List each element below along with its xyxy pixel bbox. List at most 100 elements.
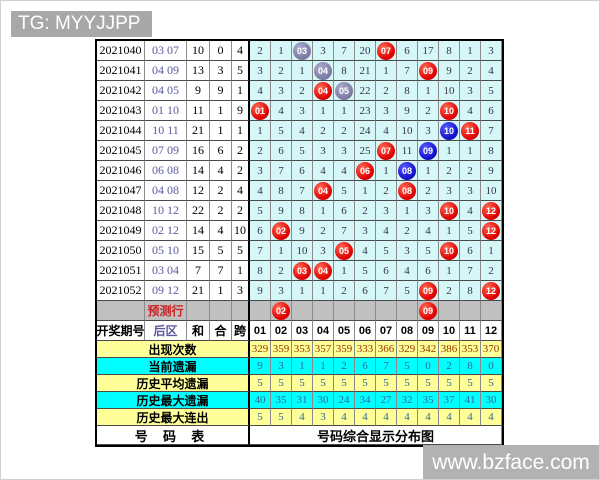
red-ball: 03 xyxy=(293,261,311,280)
grid-cell: 1 xyxy=(292,61,313,81)
period-cell: 2021042 xyxy=(97,81,145,101)
grid-cell: 1 xyxy=(313,281,334,301)
sum-cell: 12 xyxy=(187,181,210,201)
grid-cell xyxy=(292,301,313,321)
grid-cell: 3 xyxy=(313,141,334,161)
grid-cell: 25 xyxy=(355,141,376,161)
span-cell: 5 xyxy=(232,241,250,261)
grid-cell: 10 xyxy=(439,81,460,101)
table-row-2021052: 2021052 09 12 21 1 3 9 3 1 1 2 6 7 5 09 2 8 12 xyxy=(97,281,502,301)
grid-cell: 5 xyxy=(418,241,439,261)
red-ball: 06 xyxy=(356,161,374,180)
sum-cell: 21 xyxy=(187,121,210,141)
stat-value: 0 xyxy=(418,358,439,375)
table-row-2021051: 2021051 03 04 7 7 1 8 2 03 04 1 5 6 4 6 1 7 2 xyxy=(97,261,502,281)
period-cell: 2021044 xyxy=(97,121,145,141)
grid-cell: 7 xyxy=(397,61,418,81)
red-ball: 04 xyxy=(314,81,332,100)
grid-cell: 22 xyxy=(355,81,376,101)
stat-value: 24 xyxy=(334,392,355,409)
stat-value: 5 xyxy=(250,409,271,426)
column-header-row: 开奖期号 后区和合跨 01 02 03 04 05 06 07 08 09 10 11 12 xyxy=(97,321,502,341)
grid-cell: 3 xyxy=(271,281,292,301)
back-numbers-cell: 04 08 xyxy=(145,181,187,201)
table-row-2021049: 2021049 02 12 14 4 10 6 02 9 2 7 3 4 2 4 1 5 12 xyxy=(97,221,502,241)
column-header-06: 06 xyxy=(355,321,376,341)
stat-value: 32 xyxy=(397,392,418,409)
stat-value: 353 xyxy=(292,341,313,358)
grid-cell: 2 xyxy=(334,281,355,301)
red-ball: 12 xyxy=(482,281,500,300)
grid-cell: 5 xyxy=(250,201,271,221)
grid-cell xyxy=(460,301,481,321)
red-ball: 10 xyxy=(440,241,458,260)
grid-cell: 7 xyxy=(271,161,292,181)
sum-tail-cell: 9 xyxy=(210,81,232,101)
stat-value: 30 xyxy=(481,392,502,409)
grid-cell: 08 xyxy=(397,161,418,181)
back-numbers-cell: 09 12 xyxy=(145,281,187,301)
grid-cell: 2 xyxy=(292,81,313,101)
stat-value: 4 xyxy=(334,409,355,426)
grid-cell: 2 xyxy=(271,61,292,81)
grid-cell: 02 xyxy=(271,221,292,241)
red-ball: 09 xyxy=(419,281,437,300)
grid-cell: 3 xyxy=(460,81,481,101)
grid-cell: 11 xyxy=(460,121,481,141)
sum-cell: 22 xyxy=(187,201,210,221)
table-row-2021042: 2021042 04 05 9 9 1 4 3 2 04 05 22 2 8 1 10 3 5 xyxy=(97,81,502,101)
period-cell: 2021041 xyxy=(97,61,145,81)
grid-cell: 1 xyxy=(271,41,292,61)
sum-tail-cell: 2 xyxy=(210,181,232,201)
red-ball: 01 xyxy=(251,101,269,120)
stat-label: 历史最大连出 xyxy=(97,409,250,426)
red-ball: 09 xyxy=(419,301,437,320)
grid-cell: 4 xyxy=(334,161,355,181)
column-header-04: 04 xyxy=(313,321,334,341)
column-header-10: 10 xyxy=(439,321,460,341)
back-numbers-cell: 10 11 xyxy=(145,121,187,141)
grid-cell: 7 xyxy=(292,181,313,201)
grid-cell xyxy=(439,301,460,321)
table-row-2021043: 2021043 01 10 11 1 9 01 4 3 1 1 23 3 9 2 10 4 6 xyxy=(97,101,502,121)
sum-tail-cell: 4 xyxy=(210,161,232,181)
period-cell: 2021047 xyxy=(97,181,145,201)
grid-cell: 04 xyxy=(313,181,334,201)
grid-cell: 8 xyxy=(439,41,460,61)
grid-cell: 2 xyxy=(418,101,439,121)
footer-right-label: 号码综合显示分布图 xyxy=(250,426,502,445)
grid-cell: 6 xyxy=(271,141,292,161)
grid-cell: 3 xyxy=(313,41,334,61)
grid-cell: 3 xyxy=(292,101,313,121)
grid-cell: 09 xyxy=(418,61,439,81)
grid-cell: 6 xyxy=(397,41,418,61)
sum-cell xyxy=(187,301,210,321)
grid-cell: 3 xyxy=(250,161,271,181)
grid-cell: 2 xyxy=(313,221,334,241)
grid-cell: 1 xyxy=(292,281,313,301)
grid-cell: 1 xyxy=(481,241,502,261)
grid-cell: 04 xyxy=(313,261,334,281)
stat-row-0: 出现次数 329 359 353 357 359 333 366 329 342 386 353 370 xyxy=(97,341,502,358)
grid-cell: 9 xyxy=(397,101,418,121)
stat-value: 5 xyxy=(271,375,292,392)
stat-value: 7 xyxy=(376,358,397,375)
grid-cell: 1 xyxy=(439,261,460,281)
grid-cell: 8 xyxy=(481,141,502,161)
grid-cell: 11 xyxy=(397,141,418,161)
column-header-02: 02 xyxy=(271,321,292,341)
stat-value: 386 xyxy=(439,341,460,358)
grid-cell: 3 xyxy=(355,221,376,241)
column-header-03: 03 xyxy=(292,321,313,341)
grid-cell: 3 xyxy=(271,81,292,101)
grid-cell: 4 xyxy=(460,201,481,221)
header-span: 跨 xyxy=(232,321,250,341)
grid-cell: 1 xyxy=(397,201,418,221)
grid-cell: 6 xyxy=(355,281,376,301)
grid-cell: 04 xyxy=(313,81,334,101)
blue-ball: 09 xyxy=(419,141,437,160)
sum-cell: 14 xyxy=(187,221,210,241)
red-ball: 04 xyxy=(314,261,332,280)
grid-cell: 8 xyxy=(292,201,313,221)
header-back: 后区 xyxy=(145,321,187,341)
